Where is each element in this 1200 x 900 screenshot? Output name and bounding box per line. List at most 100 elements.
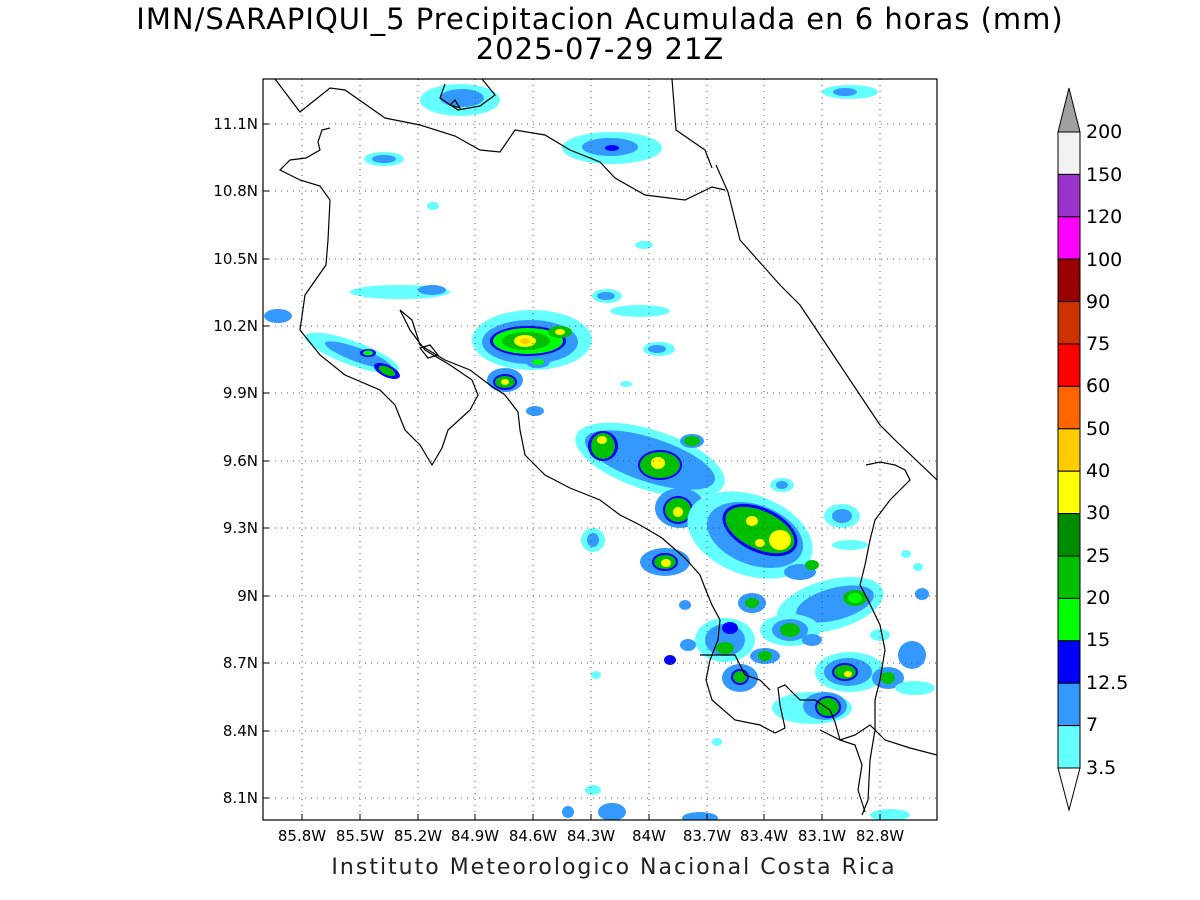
- rain-area: [684, 436, 700, 446]
- rain-area: [733, 671, 747, 683]
- rain-area: [520, 338, 530, 344]
- rain-area: [651, 457, 665, 469]
- colorbar-label: 40: [1086, 460, 1111, 482]
- rain-area: [833, 88, 857, 96]
- caribbean-coast: [715, 164, 937, 481]
- rain-area: [562, 806, 574, 818]
- rain-area: [325, 341, 391, 369]
- rain-area: [591, 671, 601, 679]
- lon-label: 84.3W: [566, 827, 616, 845]
- rain-area: [870, 629, 890, 641]
- lat-label: 9.3N: [222, 519, 258, 537]
- colorbar-label: 7: [1086, 714, 1099, 736]
- footer-credit: Instituto Meteorologico Nacional Costa R…: [331, 855, 897, 880]
- colorbar-swatch: [1057, 385, 1081, 430]
- colorbar-label: 150: [1086, 164, 1123, 186]
- rain-area: [746, 516, 758, 526]
- precipitation-field: [264, 84, 935, 820]
- rain-area: [870, 809, 910, 820]
- rain-area: [834, 665, 856, 679]
- colorbar-swatch: [1057, 470, 1081, 515]
- colorbar-swatch: [1057, 258, 1081, 303]
- map-subtitle: 2025-07-29 21Z: [475, 32, 725, 66]
- colorbar-swatch: [1057, 555, 1081, 599]
- rain-area: [427, 202, 439, 210]
- rain-area: [673, 507, 683, 517]
- colorbar-label: 60: [1086, 375, 1111, 397]
- colorbar-swatch: [1057, 725, 1081, 769]
- rain-area: [712, 738, 722, 746]
- rain-area: [844, 671, 852, 677]
- rain-area: [832, 509, 852, 523]
- colorbar-label: 30: [1086, 502, 1111, 524]
- lon-label: 85.2W: [393, 827, 443, 845]
- lake-nicaragua: [439, 79, 496, 111]
- coastlines: [274, 79, 937, 816]
- lon-label: 84W: [632, 827, 666, 845]
- map-grid: [263, 79, 937, 820]
- lon-label: 84.9W: [450, 827, 500, 845]
- rain-area: [363, 350, 373, 356]
- colorbar-swatch: [1057, 343, 1081, 387]
- lon-label: 82.8W: [855, 827, 905, 845]
- colorbar-swatch: [1057, 640, 1081, 684]
- rain-area: [848, 593, 862, 603]
- colorbar-swatch: [1057, 301, 1081, 345]
- rain-area: [591, 433, 615, 459]
- rain-area: [264, 309, 292, 323]
- axis-ticks: [263, 123, 881, 820]
- colorbar-label: 90: [1086, 291, 1111, 313]
- rain-area: [501, 379, 509, 385]
- rain-area: [805, 560, 819, 570]
- nicoya-coast: [278, 127, 479, 467]
- rain-area: [585, 785, 601, 795]
- rain-area: [598, 803, 626, 820]
- rain-area: [881, 672, 895, 684]
- colorbar-label: 75: [1086, 333, 1111, 355]
- lat-label: 9.6N: [222, 452, 258, 470]
- rain-area: [664, 655, 676, 665]
- colorbar-label: 25: [1086, 545, 1111, 567]
- rain-area: [620, 381, 632, 387]
- rain-area: [526, 406, 544, 416]
- rain-area: [587, 533, 599, 547]
- rain-area: [817, 698, 839, 716]
- rain-area: [610, 305, 670, 317]
- colorbar-bottom-triangle: [1057, 767, 1081, 812]
- map-frame: [262, 78, 938, 821]
- rain-area: [605, 145, 619, 151]
- rain-area: [745, 598, 759, 608]
- colorbar-swatch: [1057, 173, 1081, 218]
- lat-label: 9.9N: [222, 384, 258, 402]
- colorbar-swatch: [1057, 428, 1081, 472]
- lat-label: 11.1N: [213, 115, 258, 133]
- rain-area: [901, 550, 911, 558]
- rain-area: [915, 588, 929, 600]
- lat-label: 10.8N: [213, 182, 258, 200]
- lat-label: 8.7N: [222, 654, 258, 672]
- lon-label: 84.6W: [508, 827, 558, 845]
- rain-area: [680, 639, 696, 651]
- rain-area: [722, 622, 738, 634]
- rain-area: [755, 539, 765, 547]
- lon-label: 83.7W: [682, 827, 732, 845]
- rain-area: [898, 641, 926, 669]
- rain-area: [758, 651, 772, 661]
- rain-area: [648, 345, 666, 353]
- colorbar: [1057, 87, 1081, 812]
- rain-area: [769, 530, 791, 550]
- rain-area: [780, 623, 800, 637]
- colorbar-label: 200: [1086, 121, 1123, 143]
- colorbar-label: 50: [1086, 418, 1111, 440]
- rain-area: [913, 563, 923, 571]
- lat-label: 8.1N: [222, 789, 258, 807]
- colorbar-label: 120: [1086, 206, 1123, 228]
- nicaragua-border: [274, 79, 726, 201]
- lon-label: 83.4W: [739, 827, 789, 845]
- colorbar-swatch: [1057, 597, 1081, 642]
- lon-label: 85.8W: [277, 827, 327, 845]
- lon-label: 83.1W: [797, 827, 847, 845]
- rain-area: [635, 241, 653, 249]
- rain-area: [532, 359, 544, 365]
